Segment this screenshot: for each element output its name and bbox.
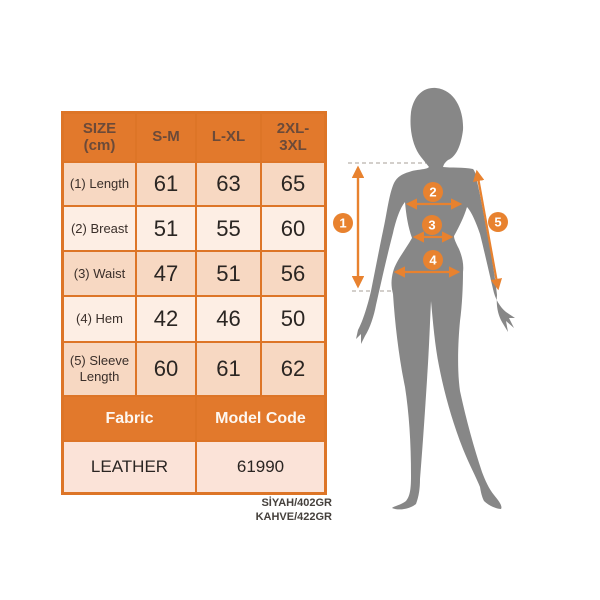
size-value: 46 <box>197 297 260 341</box>
size-value: 56 <box>262 252 324 295</box>
row-label-hem: (4) Hem <box>64 297 135 341</box>
size-value: 60 <box>137 343 195 395</box>
size-value: 42 <box>137 297 195 341</box>
marker-number: 2 <box>429 185 436 200</box>
fabric-header-cell: Fabric <box>64 397 195 440</box>
size-value: 65 <box>262 163 324 205</box>
size-value: 55 <box>197 207 260 250</box>
model-code-header-cell: Model Code <box>197 397 324 440</box>
row-label-breast: (2) Breast <box>64 207 135 250</box>
marker-circle-5: 5 <box>488 212 508 232</box>
measurement-figure-svg: 1 2 3 4 5 <box>333 87 515 510</box>
header-col-lxl: L-XL <box>197 114 260 161</box>
size-value: 51 <box>197 252 260 295</box>
row-label-sleeve-length: (5) Sleeve Length <box>64 343 135 395</box>
size-value: 62 <box>262 343 324 395</box>
fabric-value-cell: LEATHER <box>64 442 195 492</box>
measure-arrow-sleeve <box>473 169 502 291</box>
header-col-2xl3xl: 2XL- 3XL <box>262 114 324 161</box>
size-chart-table: SIZE (cm) S-M L-XL 2XL- 3XL (1) Length 6… <box>61 111 327 495</box>
header-size-cell: SIZE (cm) <box>64 114 135 161</box>
marker-number: 3 <box>428 218 435 233</box>
note-line-siyah: SİYAH/402GR <box>261 497 332 509</box>
marker-circle-1: 1 <box>333 213 353 233</box>
size-value: 60 <box>262 207 324 250</box>
marker-number: 4 <box>429 253 437 268</box>
color-weight-notes: SİYAH/402GR KAHVE/422GR <box>150 496 332 525</box>
note-line-kahve: KAHVE/422GR <box>255 511 332 524</box>
model-code-value-cell: 61990 <box>197 442 324 492</box>
row-label-waist: (3) Waist <box>64 252 135 295</box>
marker-number: 5 <box>494 215 501 230</box>
marker-circle-2: 2 <box>423 182 443 202</box>
marker-circle-3: 3 <box>422 215 442 235</box>
header-col-sm: S-M <box>137 114 195 161</box>
size-value: 61 <box>137 163 195 205</box>
marker-circle-4: 4 <box>423 250 443 270</box>
row-label-length: (1) Length <box>64 163 135 205</box>
size-value: 61 <box>197 343 260 395</box>
size-value: 51 <box>137 207 195 250</box>
size-value: 50 <box>262 297 324 341</box>
size-value: 63 <box>197 163 260 205</box>
marker-number: 1 <box>339 216 346 231</box>
body-silhouette <box>356 87 515 510</box>
size-value: 47 <box>137 252 195 295</box>
